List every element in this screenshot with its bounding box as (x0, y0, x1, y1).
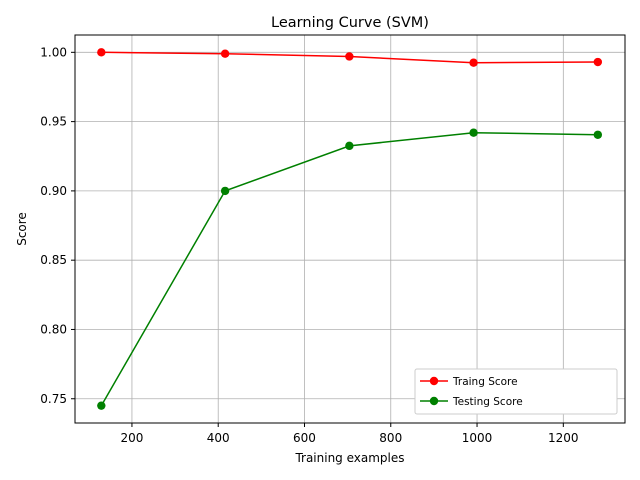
data-point-testing-score (97, 401, 106, 410)
data-point-testing-score (469, 128, 478, 137)
x-tick-label: 600 (293, 431, 316, 445)
x-tick-label: 1200 (548, 431, 579, 445)
grid-lines (75, 35, 625, 423)
legend-label-traing-score: Traing Score (452, 376, 518, 388)
data-point-traing-score (345, 52, 354, 61)
y-tick-label: 0.95 (40, 115, 67, 129)
x-tick-label: 1000 (462, 431, 493, 445)
y-tick-label: 0.80 (40, 322, 67, 336)
data-point-traing-score (593, 57, 603, 67)
y-tick-label: 0.90 (40, 184, 67, 198)
chart-title: Learning Curve (SVM) (271, 15, 429, 31)
data-point-traing-score (220, 49, 230, 58)
legend-box (414, 368, 618, 415)
data-point-traing-score (469, 58, 478, 67)
legend-label-testing-score: Testing Score (452, 396, 523, 408)
data-point-testing-score (345, 141, 354, 151)
data-point-testing-score (220, 186, 230, 196)
y-tick-label: 1.00 (40, 45, 67, 59)
plot-series (97, 48, 603, 410)
x-tick-label: 800 (379, 431, 402, 445)
legend-marker-traing-score (429, 376, 439, 386)
data-point-traing-score (97, 48, 106, 57)
x-axis-label: Training examples (294, 451, 404, 465)
legend: Traing Score Testing Score (414, 368, 618, 415)
legend-marker-testing-score (429, 396, 439, 406)
axis-ticks: 200 400 600 800 1000 1200 0.75 0.80 0.85 0.90 0.95… (40, 45, 578, 445)
y-tick-label: 0.85 (40, 253, 67, 267)
x-tick-label: 400 (207, 431, 230, 445)
x-tick-label: 200 (120, 431, 143, 445)
plot-area-frame (74, 34, 626, 424)
y-tick-label: 0.75 (40, 392, 67, 406)
data-point-testing-score (593, 130, 603, 139)
y-axis-label: Score (15, 212, 29, 246)
